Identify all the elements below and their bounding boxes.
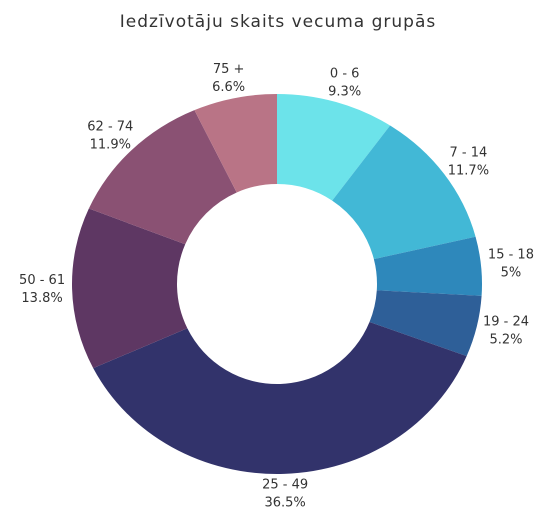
slice-value-label: 11.9%: [90, 137, 131, 152]
donut-slice: [369, 290, 482, 357]
slice-label: 50 - 61: [19, 273, 65, 288]
slice-label: 75 +: [213, 62, 245, 77]
slice-value-label: 9.3%: [328, 84, 361, 99]
slice-label: 7 - 14: [450, 146, 488, 161]
slice-value-label: 11.7%: [448, 164, 489, 179]
donut-slice: [72, 208, 188, 369]
donut-slice: [277, 94, 391, 201]
donut-slice: [373, 236, 482, 296]
donut-slice: [88, 110, 237, 245]
slice-value-label: 6.6%: [212, 80, 245, 95]
donut-slice: [93, 321, 467, 475]
slice-value-label: 5%: [501, 266, 522, 281]
slice-label: 15 - 18: [488, 248, 534, 263]
slice-label: 0 - 6: [330, 66, 360, 81]
slice-label: 19 - 24: [483, 315, 529, 330]
chart-title: Iedzīvotāju skaits vecuma grupās: [120, 12, 436, 32]
slice-label: 25 - 49: [262, 477, 308, 492]
slice-label: 62 - 74: [87, 119, 133, 134]
slice-value-label: 5.2%: [489, 333, 522, 348]
donut-slice: [194, 94, 277, 193]
donut-slice: [332, 125, 476, 260]
slice-value-label: 36.5%: [264, 495, 305, 510]
slice-value-label: 13.8%: [21, 291, 62, 306]
